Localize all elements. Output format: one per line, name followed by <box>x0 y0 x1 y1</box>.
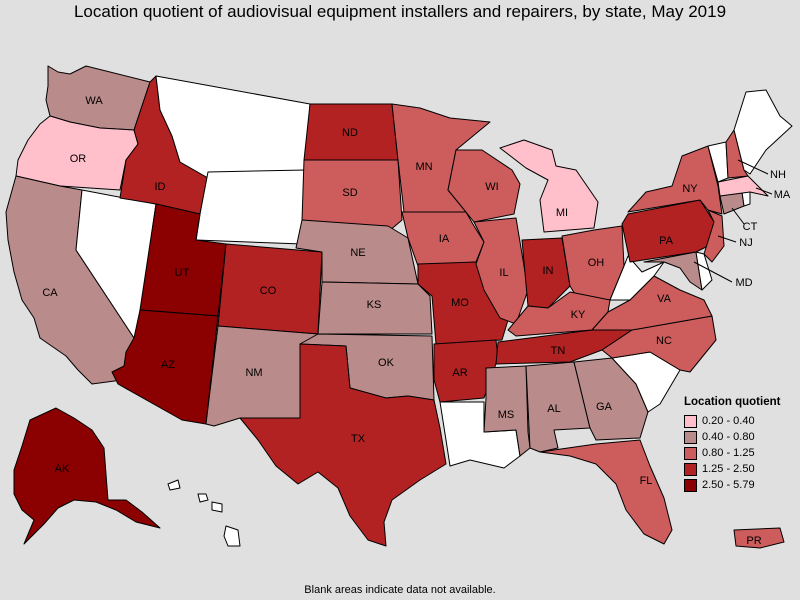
legend-label: 1.25 - 2.50 <box>702 463 755 475</box>
legend-swatch <box>684 414 697 428</box>
legend-item: 2.50 - 5.79 <box>684 478 796 492</box>
leader-MD <box>693 261 733 283</box>
label-CO: CO <box>260 285 277 297</box>
legend-label: 0.40 - 0.80 <box>702 431 755 443</box>
label-CA: CA <box>42 287 58 299</box>
label-FL: FL <box>640 475 653 487</box>
state-DE[interactable] <box>695 251 713 291</box>
leader-NH <box>737 159 769 175</box>
label-MA: MA <box>774 189 791 201</box>
state-OR[interactable] <box>15 115 139 191</box>
label-IL: IL <box>499 267 508 279</box>
legend-item: 1.25 - 2.50 <box>684 462 796 476</box>
label-OK: OK <box>378 357 395 369</box>
label-KY: KY <box>571 309 586 321</box>
label-IN: IN <box>543 265 554 277</box>
legend-label: 2.50 - 5.79 <box>702 479 755 491</box>
legend-swatch <box>684 430 697 444</box>
state-TX[interactable] <box>239 343 447 547</box>
map-legend: Location quotient 0.20 - 0.40 0.40 - 0.8… <box>684 396 796 494</box>
label-NH: NH <box>770 169 786 181</box>
legend-item: 0.20 - 0.40 <box>684 414 796 428</box>
state-NY[interactable] <box>627 145 723 215</box>
state-WI[interactable] <box>447 149 521 223</box>
state-RI[interactable] <box>741 191 751 207</box>
label-MS: MS <box>498 409 515 421</box>
label-PA: PA <box>659 235 674 247</box>
legend-swatch <box>684 462 697 476</box>
state-VA[interactable] <box>591 275 713 331</box>
label-ID: ID <box>155 181 166 193</box>
legend-item: 0.40 - 0.80 <box>684 430 796 444</box>
label-MD: MD <box>735 277 752 289</box>
label-NC: NC <box>656 335 672 347</box>
leader-CT <box>731 207 745 225</box>
state-AZ[interactable] <box>111 309 219 425</box>
footnote: Blank areas indicate data not available. <box>304 584 496 596</box>
state-MI[interactable] <box>499 139 599 233</box>
label-VA: VA <box>657 293 672 305</box>
label-NJ: NJ <box>739 237 752 249</box>
label-IA: IA <box>439 233 450 245</box>
label-SD: SD <box>342 187 357 199</box>
label-AK: AK <box>55 463 70 475</box>
label-MO: MO <box>451 297 469 309</box>
state-WY[interactable] <box>195 169 307 245</box>
label-TX: TX <box>351 433 366 445</box>
label-MI: MI <box>556 207 568 219</box>
label-KS: KS <box>367 299 382 311</box>
map-title: Location quotient of audiovisual equipme… <box>73 2 727 21</box>
state-AK[interactable] <box>13 407 161 545</box>
legend-label: 0.20 - 0.40 <box>702 415 755 427</box>
state-PR[interactable] <box>733 527 785 549</box>
label-OR: OR <box>70 153 87 165</box>
label-NM: NM <box>245 367 262 379</box>
state-HI[interactable] <box>167 479 241 547</box>
label-CT: CT <box>743 221 758 233</box>
legend-label: 0.80 - 1.25 <box>702 447 755 459</box>
state-FL[interactable] <box>539 439 673 545</box>
legend-item: 0.80 - 1.25 <box>684 446 796 460</box>
label-WI: WI <box>485 181 498 193</box>
label-AR: AR <box>452 367 467 379</box>
label-OH: OH <box>588 257 605 269</box>
label-GA: GA <box>596 401 613 413</box>
state-AR[interactable] <box>433 339 499 403</box>
label-AZ: AZ <box>161 359 175 371</box>
state-LA[interactable] <box>439 401 521 469</box>
legend-swatch <box>684 478 697 492</box>
label-PR: PR <box>746 535 761 547</box>
legend-swatch <box>684 446 697 460</box>
label-UT: UT <box>175 267 190 279</box>
state-WV[interactable] <box>609 255 665 301</box>
state-KS[interactable] <box>317 281 433 335</box>
label-TN: TN <box>551 345 566 357</box>
label-AL: AL <box>547 403 560 415</box>
state-IN[interactable] <box>521 237 571 309</box>
label-ND: ND <box>342 127 358 139</box>
label-NY: NY <box>682 183 698 195</box>
state-NJ[interactable] <box>703 209 725 263</box>
state-ME[interactable] <box>733 89 793 175</box>
legend-title: Location quotient <box>684 396 781 408</box>
leader-MA <box>755 187 773 195</box>
leader-NJ <box>717 235 737 243</box>
state-IL[interactable] <box>473 217 529 325</box>
label-WA: WA <box>85 95 103 107</box>
state-SD[interactable] <box>301 159 403 233</box>
label-MN: MN <box>415 161 432 173</box>
label-NE: NE <box>350 247 365 259</box>
